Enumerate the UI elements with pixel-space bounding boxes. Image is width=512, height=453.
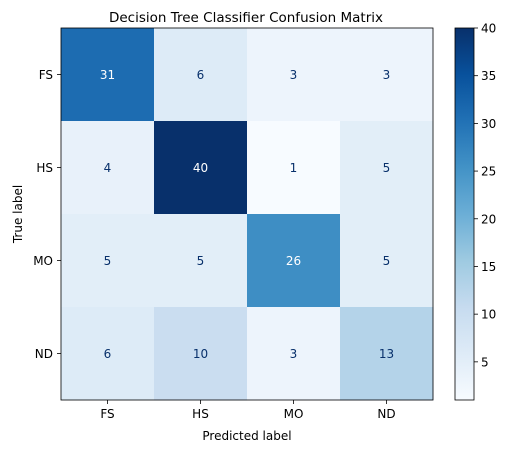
y-tick-label: FS bbox=[39, 68, 53, 82]
x-tick-label: FS bbox=[100, 407, 114, 421]
y-axis-label: True label bbox=[11, 185, 25, 244]
cell-value-label: 10 bbox=[193, 347, 208, 361]
x-tick-label: MO bbox=[284, 407, 304, 421]
cell-value-label: 5 bbox=[197, 254, 205, 268]
cell-value-label: 1 bbox=[290, 161, 298, 175]
cell-value-label: 31 bbox=[100, 68, 115, 82]
cell-value-label: 6 bbox=[104, 347, 112, 361]
x-axis-label: Predicted label bbox=[202, 429, 291, 443]
cell-value-label: 4 bbox=[104, 161, 112, 175]
colorbar-tick-label: 5 bbox=[481, 355, 489, 369]
cell-value-label: 3 bbox=[383, 68, 391, 82]
colorbar-tick-label: 25 bbox=[481, 165, 496, 179]
cell-value-label: 5 bbox=[383, 161, 391, 175]
colorbar-tick-label: 15 bbox=[481, 260, 496, 274]
x-tick-label: HS bbox=[192, 407, 209, 421]
cell-value-label: 5 bbox=[383, 254, 391, 268]
y-tick-label: MO bbox=[33, 254, 53, 268]
cell-value-label: 40 bbox=[193, 161, 208, 175]
cell-value-label: 13 bbox=[379, 347, 394, 361]
colorbar-tick-label: 30 bbox=[481, 117, 496, 131]
colorbar bbox=[455, 28, 474, 400]
heatmap-cells bbox=[61, 28, 434, 401]
cell-value-label: 5 bbox=[104, 254, 112, 268]
x-tick-label: ND bbox=[377, 407, 395, 421]
chart-title: Decision Tree Classifier Confusion Matri… bbox=[109, 10, 383, 26]
colorbar-tick-label: 10 bbox=[481, 308, 496, 322]
cell-value-label: 6 bbox=[197, 68, 205, 82]
colorbar-tick-label: 35 bbox=[481, 69, 496, 83]
colorbar-tick-label: 40 bbox=[481, 22, 496, 36]
x-axis-ticks: FS HS MO ND bbox=[100, 400, 395, 421]
y-tick-label: HS bbox=[36, 161, 53, 175]
y-tick-label: ND bbox=[35, 347, 53, 361]
y-axis-ticks: FS HS MO ND bbox=[33, 68, 61, 361]
cell-value-label: 26 bbox=[286, 254, 301, 268]
cell-value-label: 3 bbox=[290, 68, 298, 82]
cell-value-label: 3 bbox=[290, 347, 298, 361]
colorbar-tick-label: 20 bbox=[481, 212, 496, 226]
colorbar-ticks: 5 10 15 20 25 30 35 40 bbox=[474, 22, 496, 370]
